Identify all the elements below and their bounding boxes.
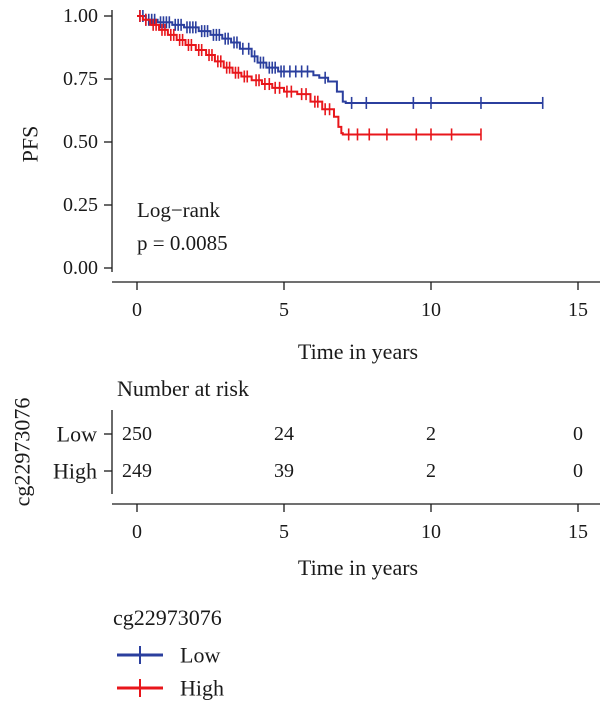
y-tick-label: 0.50: [63, 131, 98, 153]
p-value-label: p = 0.0085: [137, 231, 228, 255]
legend: cg22973076 Low High: [113, 605, 224, 701]
logrank-label: Log−rank: [137, 198, 220, 222]
risk-table-title: Number at risk: [117, 376, 249, 401]
risk-x-tick-label: 0: [132, 521, 142, 543]
y-tick-label: 0.00: [63, 257, 98, 279]
series-line-high: [137, 15, 481, 136]
x-tick-label: 15: [568, 299, 588, 321]
risk-x-tick-label: 10: [421, 521, 441, 543]
km-curves: [137, 10, 544, 141]
y-tick-label: 0.25: [63, 194, 98, 216]
legend-label-low: Low: [180, 643, 220, 668]
km-plot: 1.00 0.75 0.50 0.25 0.00 0 5 10 15 PFS T…: [18, 5, 600, 364]
risk-table-group-label: cg22973076: [10, 398, 35, 507]
x-tick-label: 0: [132, 299, 142, 321]
risk-x-axis-title: Time in years: [298, 555, 418, 580]
risk-cell: 39: [274, 460, 294, 482]
risk-table: Number at risk cg22973076 Low High 250 2…: [10, 376, 600, 580]
x-tick-label: 10: [421, 299, 441, 321]
risk-cell: 2: [426, 460, 436, 482]
series-line-low: [137, 15, 543, 104]
y-axis-title: PFS: [18, 126, 43, 163]
risk-cell: 250: [122, 423, 152, 445]
legend-item-high: High: [117, 676, 224, 701]
legend-title: cg22973076: [113, 605, 222, 630]
km-x-ticks: 0 5 10 15: [132, 282, 588, 321]
risk-row-label-high: High: [53, 459, 97, 484]
x-tick-label: 5: [279, 299, 289, 321]
risk-cell: 2: [426, 423, 436, 445]
legend-label-high: High: [180, 676, 224, 701]
risk-cell: 249: [122, 460, 152, 482]
km-y-ticks: 1.00 0.75 0.50 0.25 0.00: [63, 5, 112, 279]
risk-cell: 0: [573, 460, 583, 482]
risk-x-tick-label: 5: [279, 521, 289, 543]
x-axis-title: Time in years: [298, 339, 418, 364]
y-tick-label: 1.00: [63, 5, 98, 27]
risk-cell: 24: [274, 423, 294, 445]
risk-cell: 0: [573, 423, 583, 445]
risk-row-label-low: Low: [57, 422, 97, 447]
legend-item-low: Low: [117, 643, 220, 668]
y-tick-label: 0.75: [63, 68, 98, 90]
risk-x-tick-label: 15: [568, 521, 588, 543]
